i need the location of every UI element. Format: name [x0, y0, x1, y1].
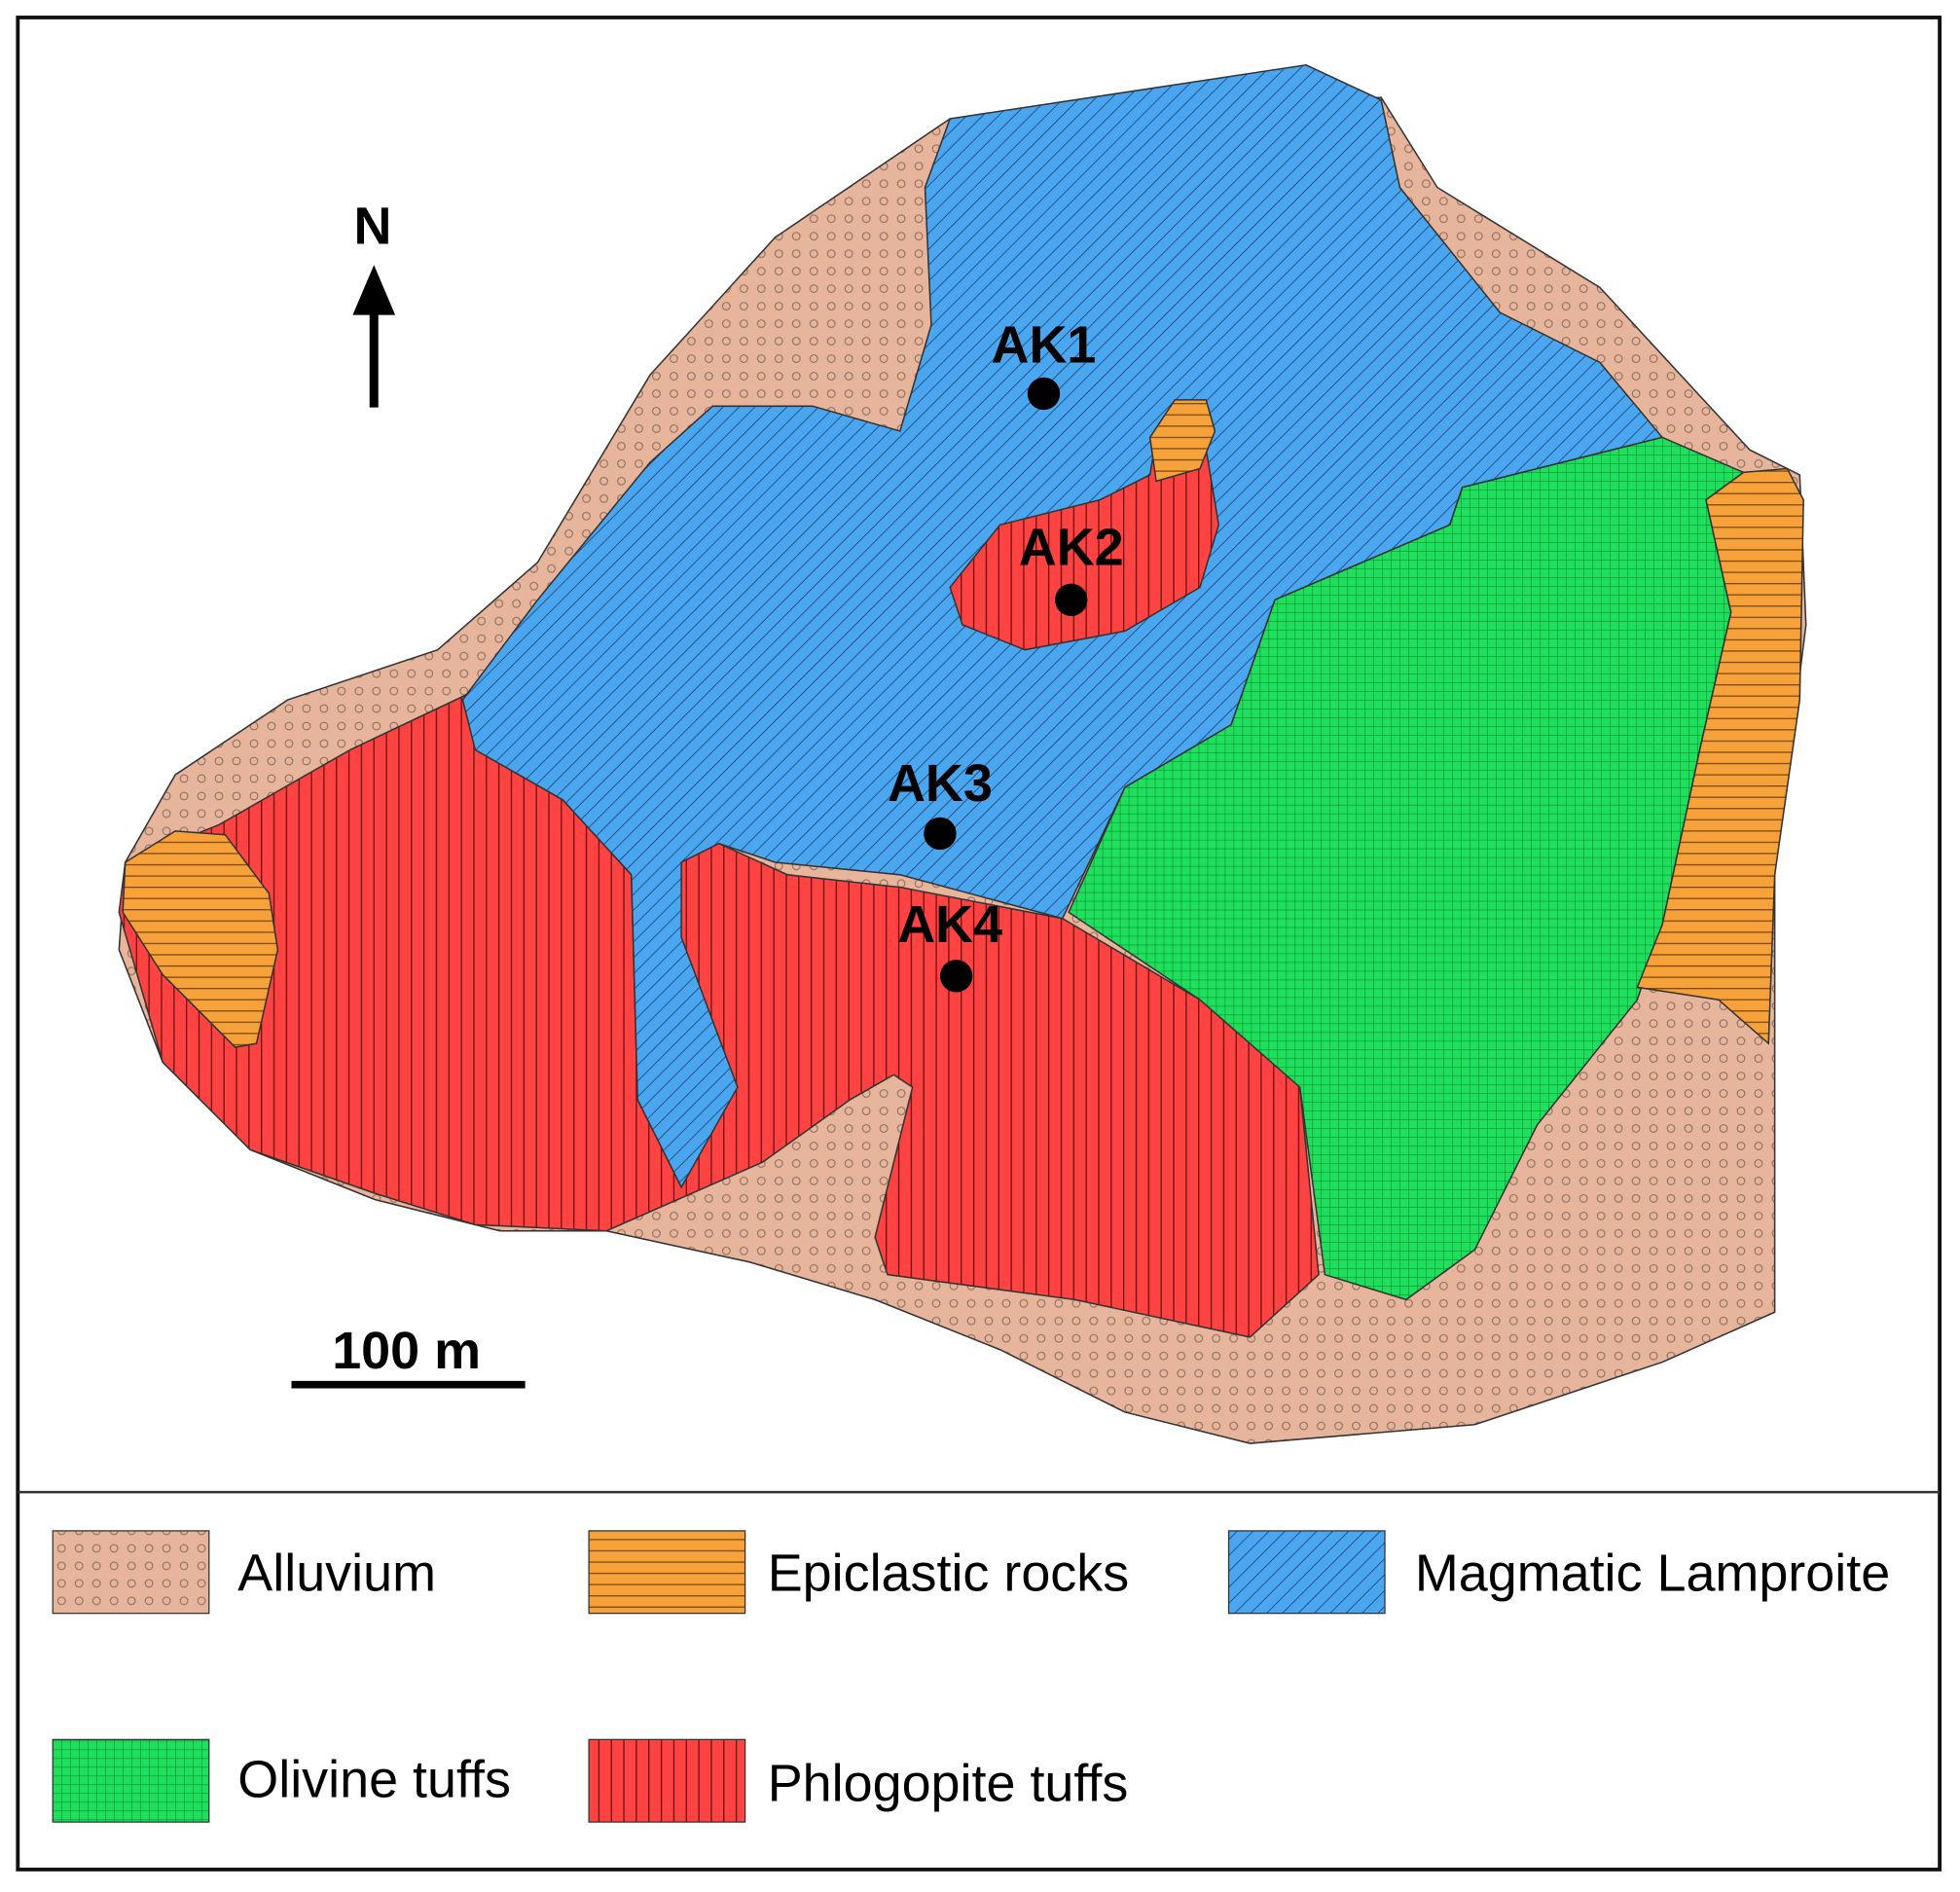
legend-label: Magmatic Lamproite — [1415, 1545, 1890, 1603]
scale-bar: 100 m — [291, 1322, 526, 1389]
site-label: AK2 — [1019, 518, 1124, 576]
phlogopite-area — [949, 411, 1220, 651]
legend-label: Phlogopite tuffs — [768, 1754, 1129, 1812]
scale-label: 100 m — [332, 1322, 481, 1380]
legend: Alluvium Epiclastic rocks Magmatic Lampr… — [52, 1530, 1890, 1823]
epiclastic-area — [122, 830, 279, 1048]
legend-label: Alluvium — [237, 1545, 436, 1603]
north-head — [352, 265, 396, 315]
legend-swatch — [52, 1738, 210, 1823]
legend-swatch — [1227, 1530, 1386, 1615]
legend-swatch — [588, 1530, 746, 1615]
legend-swatch — [52, 1530, 210, 1615]
legend-label: Olivine tuffs — [237, 1751, 511, 1809]
site-label: AK1 — [992, 315, 1097, 374]
site-marker — [1055, 583, 1088, 617]
site-marker — [924, 817, 957, 851]
north-arrow: N — [352, 197, 396, 408]
epiclastic-area — [1148, 399, 1216, 483]
site-label: AK3 — [888, 754, 993, 813]
site-marker — [1027, 377, 1061, 411]
site-label: AK4 — [897, 895, 1002, 954]
legend-swatch — [588, 1738, 746, 1823]
site-marker — [939, 960, 973, 993]
legend-label: Epiclastic rocks — [768, 1545, 1129, 1603]
sites: AK1 AK2 AK3 AK4 — [888, 315, 1124, 993]
map-units — [118, 63, 1807, 1444]
epiclastic-area — [1636, 467, 1804, 1045]
north-label: N — [353, 197, 391, 255]
